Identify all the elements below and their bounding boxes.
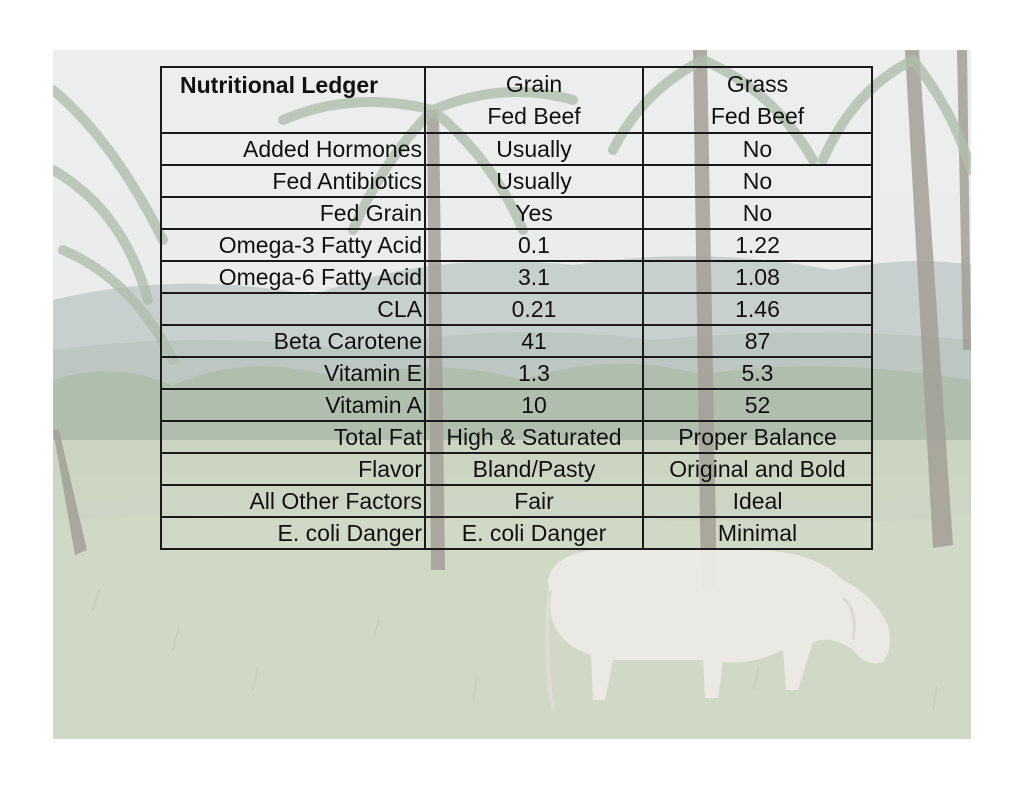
row-label-cell: Fed Grain	[160, 196, 426, 230]
table-row: All Other Factors Fair Ideal	[160, 484, 873, 518]
grass-fed-value-cell: 87	[642, 324, 873, 358]
table-row: Vitamin E 1.3 5.3	[160, 356, 873, 390]
table-body: Added Hormones Usually No Fed Antibiotics Us…	[160, 132, 873, 550]
table-row: Total Fat High & Saturated Proper Balance	[160, 420, 873, 454]
row-label-cell: All Other Factors	[160, 484, 426, 518]
grass-fed-value-cell: Proper Balance	[642, 420, 873, 454]
grass-fed-value-cell: 1.46	[642, 292, 873, 326]
grass-fed-value-cell: No	[642, 132, 873, 166]
row-label-cell: Omega-6 Fatty Acid	[160, 260, 426, 294]
column-header-line: Grass	[726, 71, 789, 97]
grass-fed-value-cell: 1.22	[642, 228, 873, 262]
table-row: Fed Antibiotics Usually No	[160, 164, 873, 198]
table-row: Added Hormones Usually No	[160, 132, 873, 166]
table-row: CLA 0.21 1.46	[160, 292, 873, 326]
table-header-row: Nutritional Ledger Grain Fed Beef Grass …	[160, 66, 873, 134]
table-row: Omega-6 Fatty Acid 3.1 1.08	[160, 260, 873, 294]
table-row: Flavor Bland/Pasty Original and Bold	[160, 452, 873, 486]
row-label-cell: Beta Carotene	[160, 324, 426, 358]
grass-fed-value-cell: No	[642, 196, 873, 230]
grain-fed-value-cell: Yes	[424, 196, 644, 230]
column-header-grass-fed: Grass Fed Beef	[642, 66, 873, 134]
grain-fed-value-cell: High & Saturated	[424, 420, 644, 454]
grain-fed-value-cell: 0.21	[424, 292, 644, 326]
nutrition-comparison-table: Nutritional Ledger Grain Fed Beef Grass …	[160, 66, 873, 550]
row-label-cell: Vitamin E	[160, 356, 426, 390]
table-row: Omega-3 Fatty Acid 0.1 1.22	[160, 228, 873, 262]
column-header-line: Fed Beef	[487, 103, 581, 129]
grass-fed-value-cell: Original and Bold	[642, 452, 873, 486]
grass-fed-value-cell: 52	[642, 388, 873, 422]
grain-fed-value-cell: 10	[424, 388, 644, 422]
grain-fed-value-cell: 3.1	[424, 260, 644, 294]
row-label-cell: CLA	[160, 292, 426, 326]
grain-fed-value-cell: Bland/Pasty	[424, 452, 644, 486]
row-label-cell: Fed Antibiotics	[160, 164, 426, 198]
grass-fed-value-cell: Ideal	[642, 484, 873, 518]
table-row: E. coli Danger E. coli Danger Minimal	[160, 516, 873, 550]
table-row: Vitamin A 10 52	[160, 388, 873, 422]
grain-fed-value-cell: 1.3	[424, 356, 644, 390]
grain-fed-value-cell: E. coli Danger	[424, 516, 644, 550]
table-title-cell: Nutritional Ledger	[160, 66, 426, 134]
row-label-cell: Omega-3 Fatty Acid	[160, 228, 426, 262]
grain-fed-value-cell: Usually	[424, 132, 644, 166]
grass-fed-value-cell: Minimal	[642, 516, 873, 550]
table-row: Fed Grain Yes No	[160, 196, 873, 230]
grass-fed-value-cell: 1.08	[642, 260, 873, 294]
column-header-grain-fed: Grain Fed Beef	[424, 66, 644, 134]
grass-fed-value-cell: No	[642, 164, 873, 198]
grain-fed-value-cell: 0.1	[424, 228, 644, 262]
grass-fed-value-cell: 5.3	[642, 356, 873, 390]
row-label-cell: Total Fat	[160, 420, 426, 454]
column-header-line: Fed Beef	[710, 103, 805, 129]
cow-shape	[545, 550, 890, 711]
row-label-cell: Added Hormones	[160, 132, 426, 166]
row-label-cell: E. coli Danger	[160, 516, 426, 550]
table-row: Beta Carotene 41 87	[160, 324, 873, 358]
grain-fed-value-cell: Usually	[424, 164, 644, 198]
grain-fed-value-cell: Fair	[424, 484, 644, 518]
grain-fed-value-cell: 41	[424, 324, 644, 358]
row-label-cell: Vitamin A	[160, 388, 426, 422]
row-label-cell: Flavor	[160, 452, 426, 486]
column-header-line: Grain	[505, 71, 563, 97]
